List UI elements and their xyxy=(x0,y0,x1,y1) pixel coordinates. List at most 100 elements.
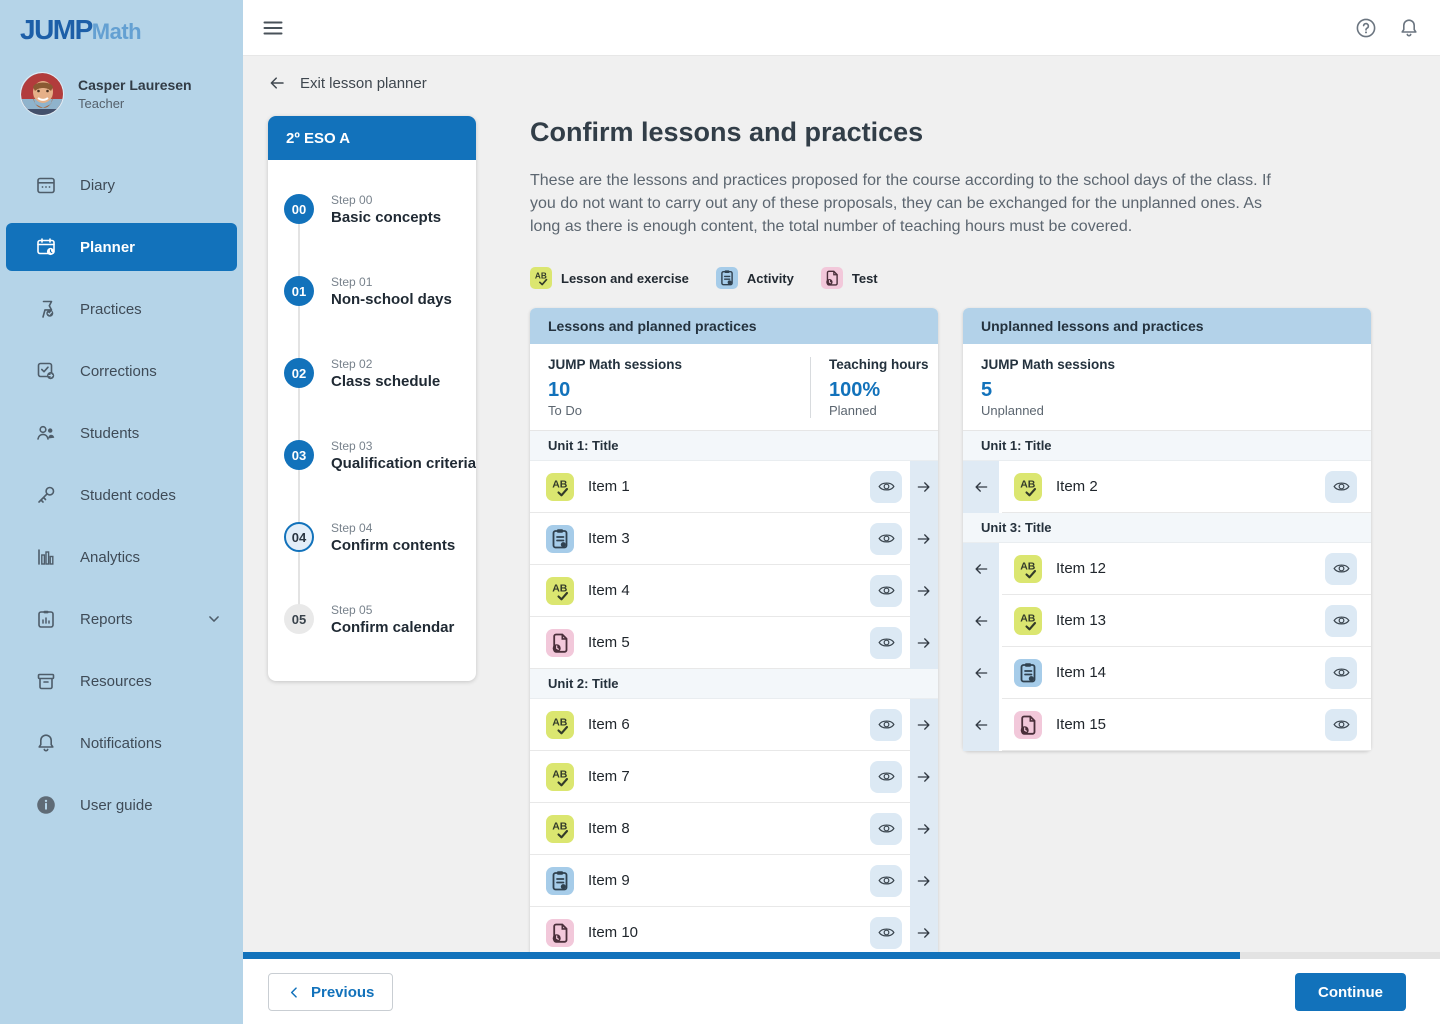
horizontal-scrollbar xyxy=(243,952,1440,959)
preview-button[interactable] xyxy=(870,626,902,659)
move-to-planned-button[interactable] xyxy=(963,647,999,699)
step-label: Step 04 xyxy=(331,520,373,535)
preview-button[interactable] xyxy=(870,522,902,555)
sidebar-item-notifications[interactable]: Notifications xyxy=(6,719,237,767)
move-to-unplanned-button[interactable] xyxy=(910,565,938,617)
sidebar-item-label: Analytics xyxy=(80,548,141,566)
sidebar-item-planner[interactable]: Planner xyxy=(6,223,237,271)
sidebar-item-resources[interactable]: Resources xyxy=(6,657,237,705)
legend: AB Lesson and exercise Activity Test xyxy=(530,267,1371,289)
sidebar-item-user-guide[interactable]: User guide xyxy=(6,781,237,829)
step-circle: 01 xyxy=(284,276,314,306)
list-item: Item 15 xyxy=(1002,699,1371,751)
bell-icon[interactable] xyxy=(1398,17,1420,39)
sidebar-item-student-codes[interactable]: Student codes xyxy=(6,471,237,519)
svg-text:AB: AB xyxy=(1020,478,1036,490)
sidebar-item-reports[interactable]: Reports xyxy=(6,595,237,643)
previous-button[interactable]: Previous xyxy=(268,973,394,1011)
legend-item-lesson: AB Lesson and exercise xyxy=(530,267,689,289)
step-circle: 04 xyxy=(284,522,314,552)
class-name: 2º ESO A xyxy=(268,116,476,160)
sidebar-item-practices[interactable]: Practices xyxy=(6,285,237,333)
move-to-unplanned-button[interactable] xyxy=(910,751,938,803)
unit-header: Unit 3: Title xyxy=(963,513,1371,543)
list-item: AB Item 2 xyxy=(1002,461,1371,513)
list-item: AB Item 13 xyxy=(1002,595,1371,647)
test-icon xyxy=(546,628,574,657)
sidebar-item-corrections[interactable]: Corrections xyxy=(6,347,237,395)
sidebar: JUMPMath xyxy=(0,0,243,1024)
arrow-left-icon xyxy=(972,612,990,630)
move-to-unplanned-button[interactable] xyxy=(910,907,938,952)
unplanned-card-title: Unplanned lessons and practices xyxy=(963,308,1371,344)
preview-button[interactable] xyxy=(1325,470,1357,503)
preview-button[interactable] xyxy=(870,574,902,607)
preview-button[interactable] xyxy=(870,916,902,949)
preview-button[interactable] xyxy=(870,760,902,793)
exit-lesson-planner-button[interactable]: Exit lesson planner xyxy=(268,74,427,92)
stat-value: 5 xyxy=(981,379,993,401)
exit-label: Exit lesson planner xyxy=(300,74,427,92)
previous-label: Previous xyxy=(311,983,375,1001)
test-icon xyxy=(820,267,843,289)
move-to-unplanned-button[interactable] xyxy=(910,803,938,855)
preview-button[interactable] xyxy=(870,708,902,741)
move-to-planned-button[interactable] xyxy=(963,595,999,647)
reports-icon xyxy=(34,607,58,631)
move-to-planned-button[interactable] xyxy=(963,461,999,513)
step-03[interactable]: 03 Step 03 Qualification criteria xyxy=(284,439,476,472)
sidebar-item-label: Student codes xyxy=(80,486,176,504)
key-icon xyxy=(34,483,58,507)
test-icon xyxy=(1014,710,1042,739)
section-body: AB Item 1 Item 3 AB Item 4 Item 5 xyxy=(530,461,938,669)
preview-button[interactable] xyxy=(1325,708,1357,741)
logo-primary: JUMP xyxy=(20,14,93,45)
move-to-unplanned-button[interactable] xyxy=(910,461,938,513)
continue-button[interactable]: Continue xyxy=(1295,973,1406,1011)
sidebar-item-label: Corrections xyxy=(80,362,157,380)
preview-button[interactable] xyxy=(1325,604,1357,637)
move-to-planned-button[interactable] xyxy=(963,543,999,595)
step-00[interactable]: 00 Step 00 Basic concepts xyxy=(284,193,476,226)
move-to-unplanned-button[interactable] xyxy=(910,855,938,907)
preview-button[interactable] xyxy=(1325,656,1357,689)
svg-text:AB: AB xyxy=(552,768,568,780)
planned-stats: JUMP Math sessions 10 To Do Teaching hours 1… xyxy=(530,344,938,431)
item-name: Item 15 xyxy=(1056,716,1107,733)
sidebar-item-analytics[interactable]: Analytics xyxy=(6,533,237,581)
step-circle: 00 xyxy=(284,194,314,224)
stat-jump-math-sessions: JUMP Math sessions 5 Unplanned xyxy=(981,357,1243,418)
eye-icon xyxy=(1332,611,1351,630)
step-title: Class schedule xyxy=(331,372,441,390)
preview-button[interactable] xyxy=(870,812,902,845)
step-title: Confirm contents xyxy=(331,536,456,554)
move-to-unplanned-button[interactable] xyxy=(910,617,938,669)
move-to-unplanned-button[interactable] xyxy=(910,699,938,751)
arrow-left-icon xyxy=(972,560,990,578)
sidebar-item-diary[interactable]: Diary xyxy=(6,161,237,209)
step-04[interactable]: 04 Step 04 Confirm contents xyxy=(284,520,476,554)
chevron-down-icon xyxy=(205,610,223,628)
stat-label: JUMP Math sessions xyxy=(548,357,683,372)
help-icon[interactable] xyxy=(1355,17,1377,39)
step-01[interactable]: 01 Step 01 Non-school days xyxy=(284,275,476,308)
page-title: Confirm lessons and practices xyxy=(530,117,924,147)
item-name: Item 3 xyxy=(588,530,630,547)
arrow-right-icon xyxy=(915,820,933,838)
menu-icon[interactable] xyxy=(262,17,284,39)
lesson-icon: AB xyxy=(530,267,552,289)
preview-button[interactable] xyxy=(870,864,902,897)
lesson-icon: AB xyxy=(1014,554,1042,583)
sidebar-item-label: Diary xyxy=(80,176,116,194)
scrollbar-thumb[interactable] xyxy=(243,952,1240,959)
step-title: Qualification criteria xyxy=(331,454,476,472)
sidebar-item-students[interactable]: Students xyxy=(6,409,237,457)
step-02[interactable]: 02 Step 02 Class schedule xyxy=(284,357,476,390)
stepper-card: 2º ESO A 00 Step 00 Basic concepts 01 Step 0… xyxy=(268,116,476,681)
preview-button[interactable] xyxy=(1325,552,1357,585)
move-to-planned-button[interactable] xyxy=(963,699,999,751)
preview-button[interactable] xyxy=(870,470,902,503)
eye-icon xyxy=(1332,715,1351,734)
move-to-unplanned-button[interactable] xyxy=(910,513,938,565)
step-05[interactable]: 05 Step 05 Confirm calendar xyxy=(284,603,476,636)
